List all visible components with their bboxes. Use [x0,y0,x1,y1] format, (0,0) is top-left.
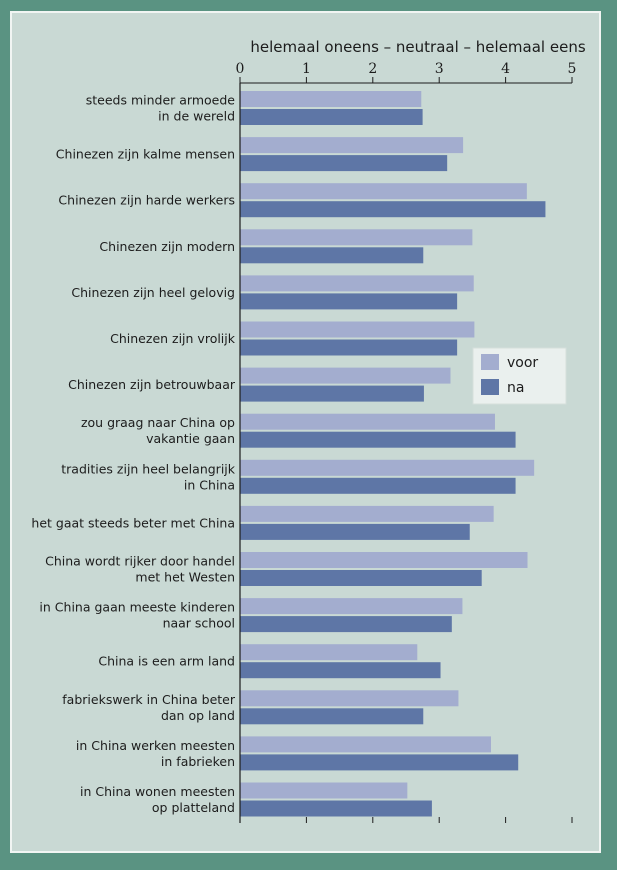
category-label: in China wonen meesten [80,784,235,799]
category-label: in China gaan meeste kinderen [39,600,235,615]
bar-na [240,431,516,448]
x-tick-label: 1 [302,61,311,77]
bar-voor [240,736,491,753]
category-label: dan op land [161,708,235,723]
bar-voor [240,229,473,246]
bar-na [240,155,448,172]
category-label: Chinezen zijn vrolijk [110,331,236,346]
bar-na [240,201,546,218]
category-label: in fabrieken [161,754,235,769]
bar-chart: helemaal oneens – neutraal – helemaal ee… [31,38,586,823]
bar-voor [240,183,527,200]
chart-frame: helemaal oneens – neutraal – helemaal ee… [10,11,601,853]
x-tick-label: 0 [236,61,245,77]
x-tick-label: 2 [368,61,377,77]
bar-voor [240,690,459,707]
bar-voor [240,321,475,338]
bar-na [240,385,424,402]
bar-na [240,247,424,264]
bar-na [240,800,432,817]
x-tick-label: 4 [501,61,510,77]
category-label: in China werken meesten [76,738,235,753]
category-label: in China [184,477,235,492]
legend-label-na: na [507,380,524,396]
bar-na [240,523,470,540]
bar-na [240,570,482,586]
bar-voor [240,367,451,384]
category-label: steeds minder armoede [86,93,236,108]
category-label: China wordt rijker door handel [45,554,235,569]
category-label: op platteland [152,800,235,815]
bar-voor [240,137,464,154]
category-label: fabriekswerk in China beter [62,692,236,707]
bar-na [240,708,424,725]
category-label: zou graag naar China op [81,415,235,430]
category-label: Chinezen zijn kalme mensen [56,147,235,162]
bar-na [240,339,458,356]
category-label: Chinezen zijn betrouwbaar [68,377,236,392]
category-label: vakantie gaan [146,431,235,446]
x-tick-label: 5 [568,61,577,77]
bar-voor [240,598,463,615]
bar-voor [240,275,474,292]
bar-voor [240,552,528,568]
axis-title: helemaal oneens – neutraal – helemaal ee… [250,38,585,56]
category-label: Chinezen zijn harde werkers [58,193,235,208]
bar-na [240,662,441,679]
category-label: met het Westen [135,570,235,585]
bar-na [240,477,516,494]
bar-na [240,293,458,310]
bar-na [240,616,452,633]
category-label: het gaat steeds beter met China [31,515,235,530]
bar-voor [240,644,418,661]
bar-voor [240,413,495,430]
category-label: Chinezen zijn modern [99,239,235,254]
category-label: naar school [163,616,235,631]
bar-voor [240,459,535,476]
legend-swatch-voor [481,354,499,370]
category-label: China is een arm land [98,654,235,669]
bar-voor [240,782,408,799]
bar-na [240,754,519,771]
legend-label-voor: voor [507,355,538,371]
category-label: tradities zijn heel belangrijk [61,461,236,476]
category-label: in de wereld [158,109,235,124]
bar-na [240,109,423,125]
x-tick-label: 3 [435,61,444,77]
bar-voor [240,505,494,522]
bar-voor [240,91,422,107]
legend-swatch-na [481,379,499,395]
category-label: Chinezen zijn heel gelovig [71,285,235,300]
